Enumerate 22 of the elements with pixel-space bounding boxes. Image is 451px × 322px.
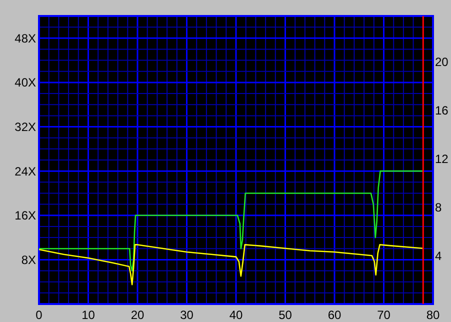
y-tick-label: 32X (14, 120, 36, 134)
y-tick-label: 40X (14, 76, 36, 90)
y2-tick-label: 20 (435, 55, 449, 70)
y-tick-label: 48X (14, 31, 36, 46)
line-series (38, 244, 424, 286)
x-tick-label: 30 (180, 308, 194, 322)
line-series (38, 170, 424, 272)
x-tick-label: 80 (426, 308, 440, 322)
y-tick-label: 8X (21, 252, 36, 267)
y-tick-label: 16X (14, 208, 36, 223)
y2-tick-label: 4 (435, 248, 442, 263)
x-tick-label: 40 (229, 308, 243, 322)
y2-tick-label: 8 (435, 200, 442, 214)
y2-tick-label: 16 (435, 104, 449, 118)
x-tick-label: 60 (328, 308, 342, 322)
x-tick-label: 20 (130, 308, 144, 322)
y-tick-label: 24X (14, 164, 36, 178)
x-tick-label: 0 (36, 308, 43, 322)
x-tick-label: 70 (377, 308, 391, 322)
x-tick-label: 10 (82, 308, 96, 322)
x-tick-label: 50 (278, 308, 292, 322)
y2-tick-label: 12 (435, 152, 449, 166)
